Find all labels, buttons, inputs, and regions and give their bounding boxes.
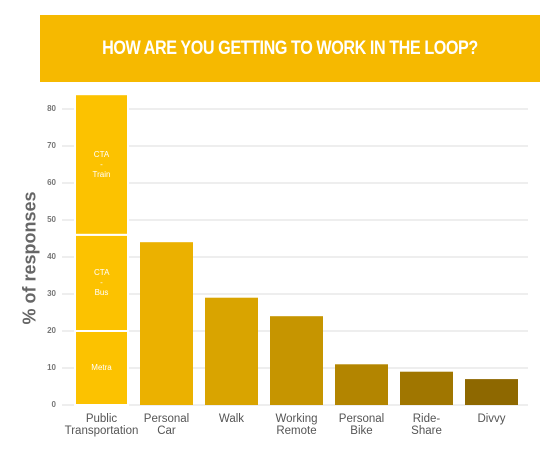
- y-tick-label: 20: [47, 326, 56, 335]
- title-banner: HOW ARE YOU GETTING TO WORK IN THE LOOP?: [40, 15, 540, 82]
- segment-label: Metra: [91, 363, 112, 372]
- y-tick-label: 70: [47, 141, 56, 150]
- y-tick-label: 50: [47, 215, 56, 224]
- x-tick-label: Walk: [218, 413, 245, 425]
- x-tick-label: Ride-Share: [411, 413, 442, 437]
- x-tick-label: Public Transportation: [64, 413, 139, 437]
- x-tick-label: Working Remote: [275, 413, 318, 437]
- bar: [400, 371, 453, 405]
- bar-segment: [74, 93, 129, 236]
- x-tick-label: Personal Car: [143, 413, 190, 437]
- bar: [335, 364, 388, 405]
- bar: [465, 379, 518, 405]
- segment-label: CTA - Train: [92, 149, 111, 179]
- x-tick-label: Divvy: [477, 413, 506, 425]
- y-tick-label: 10: [47, 363, 56, 372]
- chart-title: HOW ARE YOU GETTING TO WORK IN THE LOOP?: [102, 37, 478, 59]
- x-tick-label: Personal Bike: [338, 413, 385, 437]
- y-tick-label: 40: [47, 252, 56, 261]
- bar: [205, 297, 258, 405]
- segment-label: CTA - Bus: [94, 267, 110, 297]
- bar: [140, 242, 193, 405]
- y-tick-label: 80: [47, 104, 56, 113]
- y-tick-label: 0: [52, 400, 57, 409]
- y-tick-label: 30: [47, 289, 56, 298]
- bar: [270, 316, 323, 405]
- y-tick-label: 60: [47, 178, 56, 187]
